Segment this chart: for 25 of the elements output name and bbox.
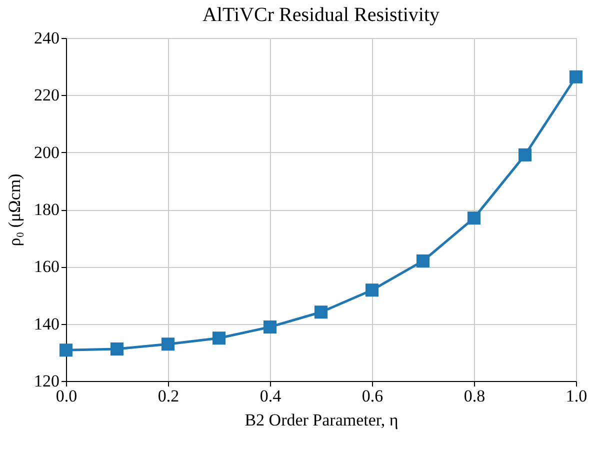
point: [314, 306, 328, 319]
point: [518, 148, 532, 162]
point: [161, 338, 175, 351]
y-tick-label: 140: [34, 314, 60, 334]
point: [569, 70, 583, 84]
point: [110, 342, 124, 356]
x-tick-label: 0.8: [464, 386, 486, 406]
point: [416, 254, 430, 268]
x-tick-label: 1.0: [566, 386, 588, 406]
point: [212, 332, 226, 345]
x-tick-label: 0.2: [158, 386, 180, 406]
chart-title: AlTiVCr Residual Resistivity: [202, 4, 440, 26]
x-tick-label: 0.6: [362, 386, 384, 406]
y-axis-title: ρ₀ (μΩcm): [5, 174, 24, 246]
y-tick-label: 240: [34, 28, 60, 48]
point: [467, 212, 481, 225]
y-tick-label: 220: [34, 86, 60, 105]
point: [59, 344, 73, 357]
point: [365, 284, 379, 297]
x-tick-label: 0.4: [260, 386, 282, 406]
x-axis-title: B2 Order Parameter, η: [244, 410, 398, 430]
y-tick-label: 160: [34, 257, 60, 276]
y-tick-label: 200: [34, 142, 60, 162]
point: [263, 320, 277, 334]
y-tick-label: 180: [34, 200, 60, 219]
